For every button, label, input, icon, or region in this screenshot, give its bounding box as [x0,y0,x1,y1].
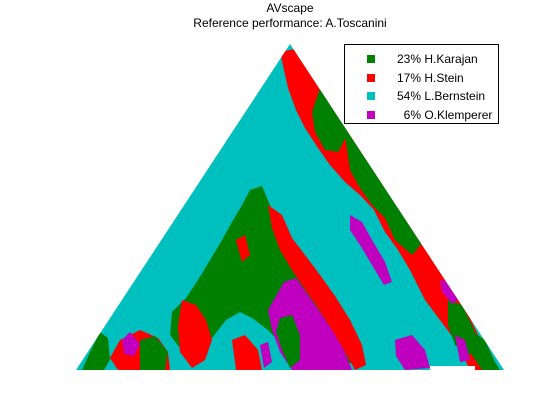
legend-item-klemperer: 6% O.Klemperer [367,106,498,125]
bottom-white-mark [430,366,475,370]
legend-item-bernstein: 54% L.Bernstein [367,87,498,106]
region-karajan-left [82,332,110,370]
region-klemperer-right-2 [440,280,458,304]
region-stein-center-1 [268,205,366,370]
region-karajan-center-2 [276,315,300,368]
legend-item-karajan: 23% H.Karajan [367,50,498,69]
legend-item-stein: 17% H.Stein [367,69,498,88]
legend-label: 17% H.Stein [397,70,464,85]
region-karajan-left-2 [140,336,168,370]
legend-label: 23% H.Karajan [397,52,478,67]
region-klemperer-bottom [260,342,272,368]
legend-label: 54% L.Bernstein [397,89,486,104]
region-klemperer-right-4 [455,335,470,362]
region-klemperer-right-3 [395,335,430,370]
legend-label: 6% O.Klemperer [397,107,493,122]
chart-title-block: AVscape Reference performance: A.Toscani… [0,1,560,31]
region-stein-center-3 [236,235,250,262]
region-stein-center-2 [178,300,212,368]
region-karajan-right-4 [470,330,500,370]
region-klemperer-right-1 [350,215,392,285]
region-klemperer-left [122,332,140,356]
chart-subtitle: Reference performance: A.Toscanini [193,16,387,30]
legend-swatch-stein [367,73,375,82]
legend-swatch-bernstein [367,92,375,101]
region-karajan-right-2 [345,130,425,255]
legend-swatch-klemperer [367,110,375,119]
chart-title: AVscape [266,1,314,15]
legend: 23% H.Karajan 17% H.Stein 54% L.Bernstei… [344,44,499,124]
legend-swatch-karajan [367,55,375,64]
region-stein-bottom [232,335,262,370]
